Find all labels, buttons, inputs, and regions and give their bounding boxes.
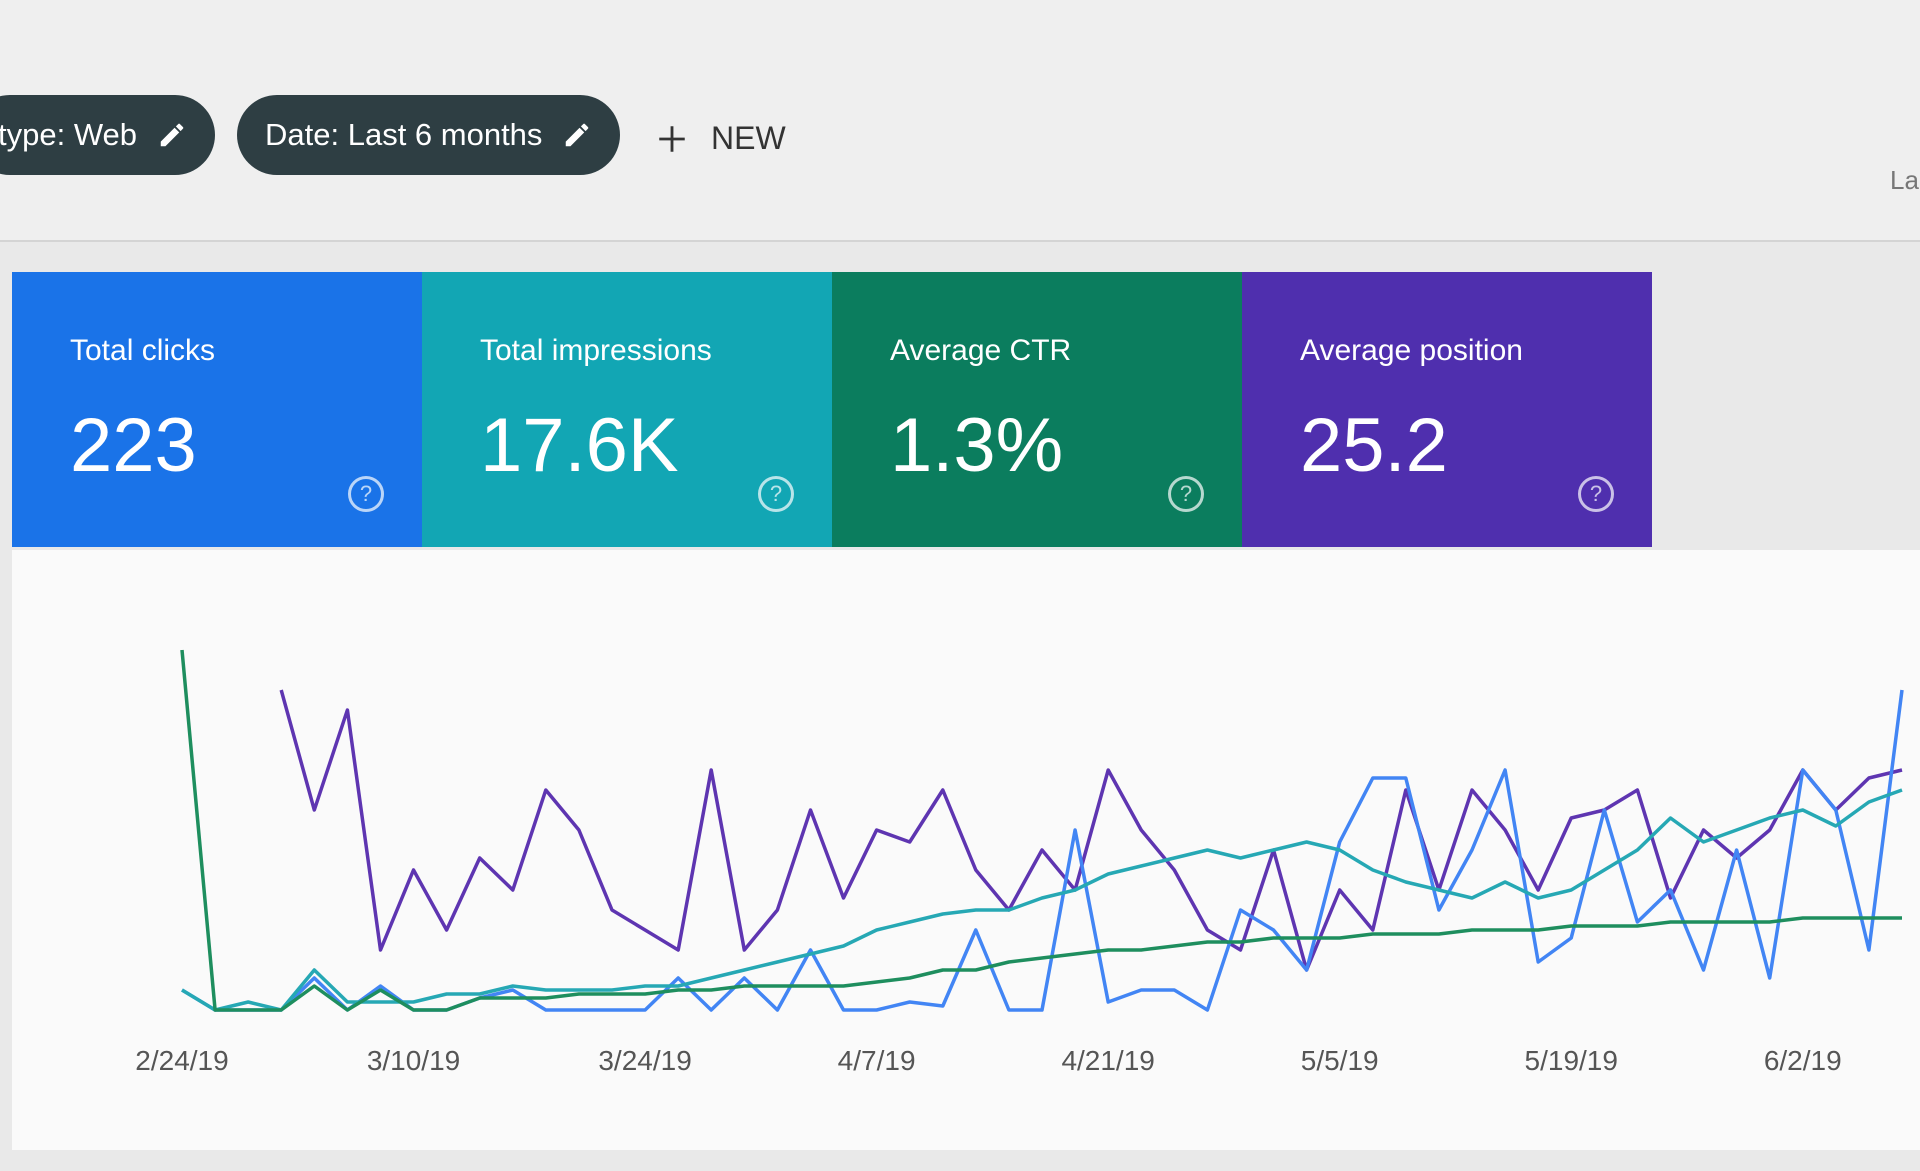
x-tick-label: 3/10/19 <box>367 1045 460 1076</box>
edit-icon <box>566 123 589 147</box>
series-line <box>180 649 1902 1012</box>
metric-card[interactable]: Average position 25.2? <box>1242 272 1652 547</box>
filter-chip[interactable]: Date: Last 6 months <box>237 95 621 175</box>
chip-label: Date: Last 6 months <box>265 117 543 152</box>
metric-card[interactable]: Total impressions 17.6K? <box>422 272 832 547</box>
chip-label: type: Web <box>0 117 138 152</box>
card-value: 1.3% <box>890 403 1064 488</box>
new-label: NEW <box>711 120 786 156</box>
help-icon[interactable]: ? <box>348 476 384 512</box>
card-title: Total clicks <box>70 334 216 367</box>
card-title: Average position <box>1300 334 1523 367</box>
card-title: Total impressions <box>480 334 712 367</box>
x-tick-label: 5/5/19 <box>1301 1045 1379 1076</box>
metric-cards: Total clicks 223? Total impressions 17.6K? A… <box>12 272 1652 547</box>
x-tick-label: 2/24/19 <box>135 1045 228 1076</box>
card-value: 223 <box>70 403 197 488</box>
metric-card[interactable]: Average CTR 1.3%? <box>832 272 1242 547</box>
chart: 2/24/19 3/10/19 3/24/19 4/7/19 4/21/19 5/5/19… <box>135 649 1904 1076</box>
series-line <box>279 689 1903 972</box>
metric-card[interactable]: Total clicks 223? <box>12 272 422 547</box>
card-value: 17.6K <box>480 403 679 488</box>
help-icon[interactable]: ? <box>758 476 794 512</box>
new-button[interactable]: NEW <box>655 120 786 157</box>
series-line <box>181 788 1903 1012</box>
cut-label: La <box>1890 165 1919 195</box>
card-title: Average CTR <box>890 334 1072 367</box>
card-value: 25.2 <box>1300 403 1448 488</box>
filter-chip[interactable]: type: Web <box>0 95 216 175</box>
chart-area: 2/24/19 3/10/19 3/24/19 4/7/19 4/21/19 5/5/19… <box>12 550 1920 1150</box>
edit-icon <box>160 123 184 147</box>
x-tick-label: 5/19/19 <box>1525 1045 1618 1076</box>
toolbar: type: Web Date: Last 6 months NEW La <box>0 0 1920 242</box>
x-tick-label: 3/24/19 <box>598 1045 691 1076</box>
help-icon[interactable]: ? <box>1578 476 1614 512</box>
x-tick-label: 6/2/19 <box>1764 1045 1842 1076</box>
help-icon[interactable]: ? <box>1168 476 1204 512</box>
x-tick-label: 4/7/19 <box>838 1045 916 1076</box>
plus-icon <box>659 125 685 152</box>
x-tick-label: 4/21/19 <box>1061 1045 1154 1076</box>
